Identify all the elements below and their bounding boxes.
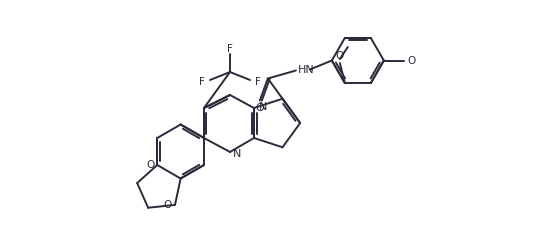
Text: F: F: [255, 77, 261, 87]
Text: O: O: [146, 160, 154, 170]
Text: O: O: [408, 56, 416, 65]
Text: N: N: [233, 149, 241, 159]
Text: O: O: [255, 103, 264, 112]
Text: F: F: [227, 44, 233, 54]
Text: O: O: [336, 51, 344, 61]
Text: HN: HN: [298, 64, 314, 75]
Text: N: N: [259, 102, 267, 112]
Text: F: F: [199, 77, 205, 87]
Text: O: O: [164, 200, 172, 210]
